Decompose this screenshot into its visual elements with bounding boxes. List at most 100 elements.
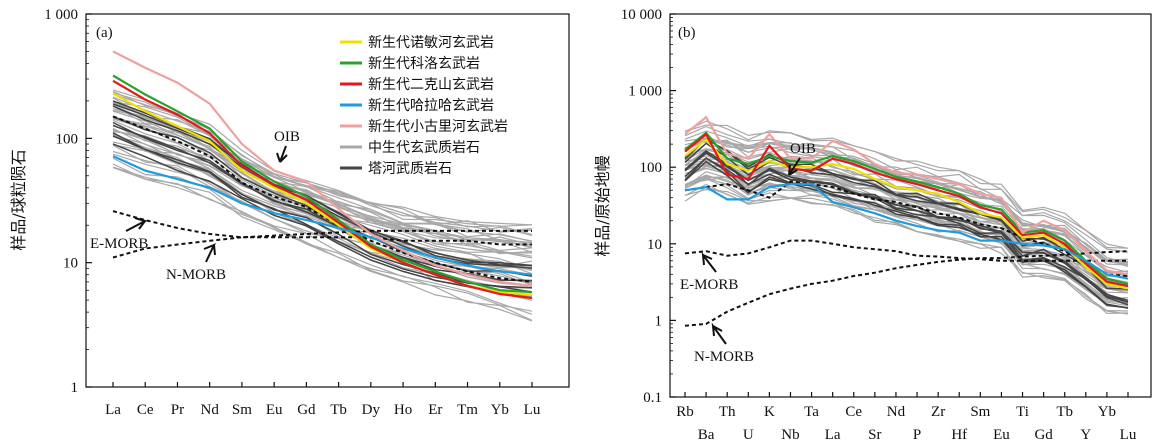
x-tick-label: Lu	[524, 402, 541, 418]
legend-label: 新生代诺敏河玄武岩	[368, 34, 494, 51]
panel-b-frame	[669, 13, 1152, 398]
y-tick-label: 1 000	[44, 7, 78, 23]
panel-a-y-label: 样品/球粒陨石	[9, 149, 28, 250]
dark-sample-line	[112, 143, 533, 296]
x-tick-label: Eu	[266, 402, 283, 418]
gray-sample-line	[112, 97, 533, 243]
x-tick-label: Tb	[1056, 404, 1073, 420]
series-line	[112, 79, 533, 300]
x-tick-label: Sr	[868, 427, 881, 443]
x-tick-label: Sm	[232, 402, 252, 418]
gray-sample-line	[684, 125, 1129, 253]
legend-label: 中生代玄武质岩石	[368, 139, 480, 156]
x-tick-label: La	[105, 402, 121, 418]
emorb-arrow-b-icon	[701, 251, 717, 273]
legend-label: 新生代二克山玄武岩	[368, 76, 494, 93]
y-tick-label: 10	[63, 256, 78, 272]
x-tick-label: Lu	[1120, 427, 1137, 443]
y-tick-label: 1	[71, 380, 79, 396]
legend-label: 塔河武质岩石	[368, 161, 452, 177]
y-tick-label: 10 000	[621, 7, 662, 23]
gray-sample-line	[112, 110, 533, 255]
series-line	[684, 131, 1129, 285]
x-tick-label: Nd	[887, 404, 906, 420]
panel-a-frame	[85, 13, 570, 388]
gray-sample-line	[684, 177, 1129, 310]
y-tick-label: 1	[655, 313, 663, 329]
oib-arrow-b-icon	[788, 157, 801, 176]
x-tick-label: Gd	[297, 402, 316, 418]
x-tick-label: P	[913, 427, 921, 443]
series-line	[684, 137, 1129, 290]
x-tick-label: Ce	[845, 404, 862, 420]
x-tick-label: Tm	[457, 402, 478, 418]
x-tick-label: Y	[1080, 427, 1091, 443]
emorb-arrow-a-icon	[125, 217, 148, 232]
series-line	[112, 50, 533, 287]
emorb-label-b: E-MORB	[680, 277, 738, 293]
panel-b-y-label: 样品/原始地幔	[593, 155, 612, 256]
gray-sample-line	[112, 163, 533, 321]
y-tick-label: 100	[56, 131, 79, 147]
x-tick-label: Nd	[201, 402, 220, 418]
dark-sample-line	[684, 157, 1129, 306]
y-tick-label: 100	[640, 160, 663, 176]
x-tick-label: Tb	[330, 402, 347, 418]
x-tick-label: Th	[719, 404, 736, 420]
emorb-label-a: E-MORB	[90, 236, 148, 252]
y-tick-label: 0.1	[643, 390, 662, 406]
x-tick-label: Ce	[137, 402, 154, 418]
panel-a-legend: 新生代诺敏河玄武岩新生代科洛玄武岩新生代二克山玄武岩新生代哈拉哈玄武岩新生代小古…	[340, 34, 508, 177]
panel-a-series	[112, 50, 533, 300]
panel-b-gray-lines	[684, 120, 1129, 315]
x-tick-label: Eu	[993, 427, 1010, 443]
y-tick-label: 10	[647, 237, 662, 253]
panel-a-label: (a)	[96, 25, 113, 41]
oib-label-b: OIB	[790, 141, 816, 157]
oib-label-a: OIB	[274, 129, 300, 145]
gray-sample-line	[112, 141, 533, 287]
panel-b-series	[684, 115, 1129, 290]
series-line	[112, 155, 533, 276]
series-line	[684, 132, 1129, 288]
oib-arrow-a-icon	[276, 145, 288, 163]
x-tick-label: La	[825, 427, 841, 443]
x-tick-label: Gd	[1034, 427, 1053, 443]
x-tick-label: U	[743, 427, 754, 443]
legend-label: 新生代科洛玄武岩	[368, 55, 480, 72]
legend-label: 新生代哈拉哈玄武岩	[368, 97, 494, 114]
x-tick-label: Pr	[171, 402, 184, 418]
reference-line-n-morb	[112, 229, 532, 259]
x-tick-label: Nb	[781, 427, 799, 443]
panel-a-reference-lines	[112, 115, 533, 283]
gray-sample-line	[684, 188, 1129, 312]
reference-line-e-morb	[112, 210, 532, 246]
x-tick-label: Ti	[1016, 404, 1029, 420]
panel-a-x-ticks: La Ce Pr Nd Sm Eu Gd Tb Dy Ho Er Tm Yb Lu	[105, 382, 541, 418]
gray-sample-line	[112, 157, 533, 315]
x-tick-label: Rb	[676, 404, 694, 420]
x-tick-label: Ta	[804, 404, 819, 420]
gray-sample-line	[684, 176, 1129, 302]
x-tick-label: Ho	[394, 402, 412, 418]
series-line	[684, 183, 1129, 280]
x-tick-label: Dy	[362, 402, 381, 418]
gray-sample-line	[684, 142, 1129, 277]
y-tick-label: 1 000	[628, 84, 662, 100]
panel-b-y-ticks: 0.1 1 10 100 1 000 10 000	[621, 7, 676, 406]
x-tick-label: Er	[428, 402, 442, 418]
reference-line-oib	[112, 115, 533, 283]
nmorb-label-b: N-MORB	[694, 349, 754, 365]
gray-sample-line	[684, 183, 1129, 315]
x-tick-label: Sm	[970, 404, 990, 420]
x-tick-label: K	[764, 404, 775, 420]
x-tick-label: Yb	[1098, 404, 1116, 420]
gray-sample-line	[112, 144, 533, 284]
panel-b-label: (b)	[678, 25, 696, 41]
nmorb-label-a: N-MORB	[166, 267, 226, 283]
panel-a-chart: (a) 1 10 100 1 000 La Ce Pr Nd Sm Eu Gd Tb Dy Ho Er Tm…	[9, 7, 570, 418]
x-tick-label: Hf	[951, 427, 967, 443]
